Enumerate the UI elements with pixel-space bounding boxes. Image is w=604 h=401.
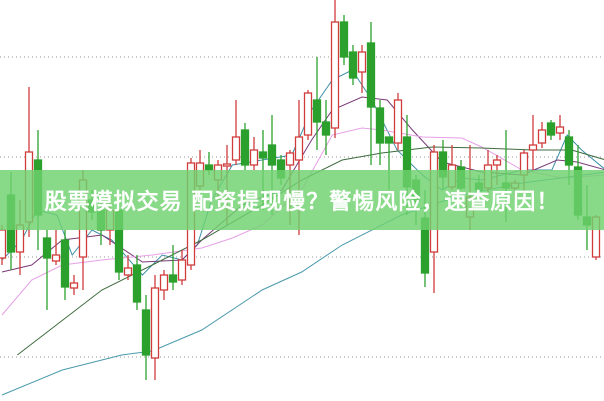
headline-text: 股票模拟交易 配资提现慢？警惕风险，速查原因！ (44, 190, 560, 215)
candle-body (546, 122, 556, 136)
candle-body (357, 51, 367, 73)
candle-body (69, 282, 79, 289)
candle-body (339, 21, 349, 58)
candle-body (267, 144, 277, 166)
candle-body (0, 229, 7, 259)
candle-body (51, 254, 61, 262)
candle-body (159, 274, 169, 291)
candle-body (555, 126, 565, 134)
candle-body (375, 107, 385, 144)
candle-body (312, 99, 322, 123)
candle-body (132, 264, 142, 303)
candle-body (294, 136, 304, 161)
candle-body (492, 159, 502, 166)
candle-body (168, 274, 178, 283)
candle-body (393, 99, 403, 144)
candle-body (141, 309, 151, 356)
candle-body (303, 92, 313, 136)
candle-body (564, 136, 574, 166)
candle-body (123, 267, 133, 276)
candle-body (537, 129, 547, 144)
candle-body (150, 287, 160, 359)
candle-body (231, 136, 241, 161)
candle-body (249, 149, 259, 166)
candle-body (42, 237, 52, 259)
headline-banner: 股票模拟交易 配资提现慢？警惕风险，速查原因！ (0, 170, 604, 230)
candle-body (384, 136, 394, 144)
candle-body (240, 129, 250, 166)
candle-body (285, 152, 295, 166)
candle-body (321, 121, 331, 136)
candle-body (60, 239, 70, 288)
candle-body (528, 144, 538, 151)
candle-body (222, 163, 232, 167)
candle-body (330, 21, 340, 129)
candle-body (258, 151, 268, 159)
candle-body (177, 259, 187, 281)
candle-body (366, 42, 376, 108)
candle-body (348, 51, 358, 79)
